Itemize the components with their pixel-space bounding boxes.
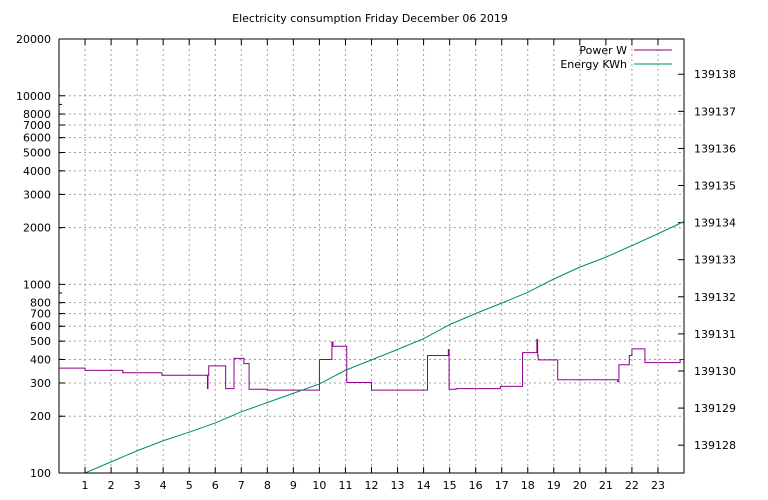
legend: Power W Energy KWh	[560, 44, 672, 71]
y-tick-label: 2000	[23, 222, 51, 235]
x-tick-label: 23	[651, 479, 665, 492]
legend-label-power: Power W	[579, 44, 627, 57]
y-tick-label: 3000	[23, 188, 51, 201]
y-tick-label: 20000	[16, 33, 51, 46]
x-tick-label: 12	[365, 479, 379, 492]
x-tick-label: 2	[108, 479, 115, 492]
y-tick-label: 400	[30, 353, 51, 366]
axis-ticks	[59, 38, 684, 474]
plot-frame	[58, 38, 685, 474]
y2-tick-label: 139128	[694, 439, 736, 452]
y-tick-label: 300	[30, 377, 51, 390]
x-tick-label: 10	[312, 479, 326, 492]
x-tick-label: 21	[599, 479, 613, 492]
x-tick-label: 4	[160, 479, 167, 492]
y-tick-label: 7000	[23, 119, 51, 132]
x-tick-label: 17	[495, 479, 509, 492]
y-tick-label: 10000	[16, 90, 51, 103]
grid	[59, 38, 684, 474]
y-tick-label: 600	[30, 320, 51, 333]
y-tick-label: 500	[30, 335, 51, 348]
chart-title: Electricity consumption Friday December …	[232, 12, 508, 25]
x-tick-label: 3	[134, 479, 141, 492]
y2-tick-label: 139129	[694, 402, 736, 415]
x-tick-label: 15	[443, 479, 457, 492]
x-tick-label: 20	[573, 479, 587, 492]
y-tick-label: 4000	[23, 165, 51, 178]
axis-tick-labels: 1 2 3 4 5 6 7 8 9 10 11 12 13 14 15 16 17 18 19 20 21 22 23100…	[16, 33, 736, 492]
y-tick-label: 700	[30, 308, 51, 321]
x-tick-label: 22	[625, 479, 639, 492]
y-tick-label: 200	[30, 410, 51, 423]
x-tick-label: 11	[338, 479, 352, 492]
x-tick-label: 14	[417, 479, 431, 492]
y-tick-label: 8000	[23, 108, 51, 121]
x-tick-label: 7	[238, 479, 245, 492]
x-tick-label: 13	[391, 479, 405, 492]
y2-tick-label: 139135	[694, 180, 736, 193]
y2-tick-label: 139131	[694, 328, 736, 341]
series	[59, 221, 685, 474]
y-tick-label: 6000	[23, 132, 51, 145]
x-tick-label: 8	[264, 479, 271, 492]
legend-label-energy: Energy KWh	[560, 58, 627, 71]
y2-tick-label: 139132	[694, 291, 736, 304]
x-tick-label: 5	[186, 479, 193, 492]
y-tick-label: 100	[30, 467, 51, 480]
power-series-line	[59, 339, 684, 391]
x-tick-label: 18	[521, 479, 535, 492]
y2-tick-label: 139134	[694, 217, 736, 230]
x-tick-label: 6	[212, 479, 219, 492]
y-tick-label: 5000	[23, 147, 51, 160]
y2-tick-label: 139133	[694, 254, 736, 267]
y2-tick-label: 139136	[694, 142, 736, 155]
x-tick-label: 19	[547, 479, 561, 492]
y2-tick-label: 139138	[694, 68, 736, 81]
x-tick-label: 9	[290, 479, 297, 492]
x-tick-label: 16	[469, 479, 483, 492]
x-tick-label: 1	[82, 479, 89, 492]
y-tick-label: 1000	[23, 278, 51, 291]
y2-tick-label: 139130	[694, 365, 736, 378]
energy-series-line	[84, 221, 685, 474]
y2-tick-label: 139137	[694, 105, 736, 118]
y-tick-label: 800	[30, 297, 51, 310]
